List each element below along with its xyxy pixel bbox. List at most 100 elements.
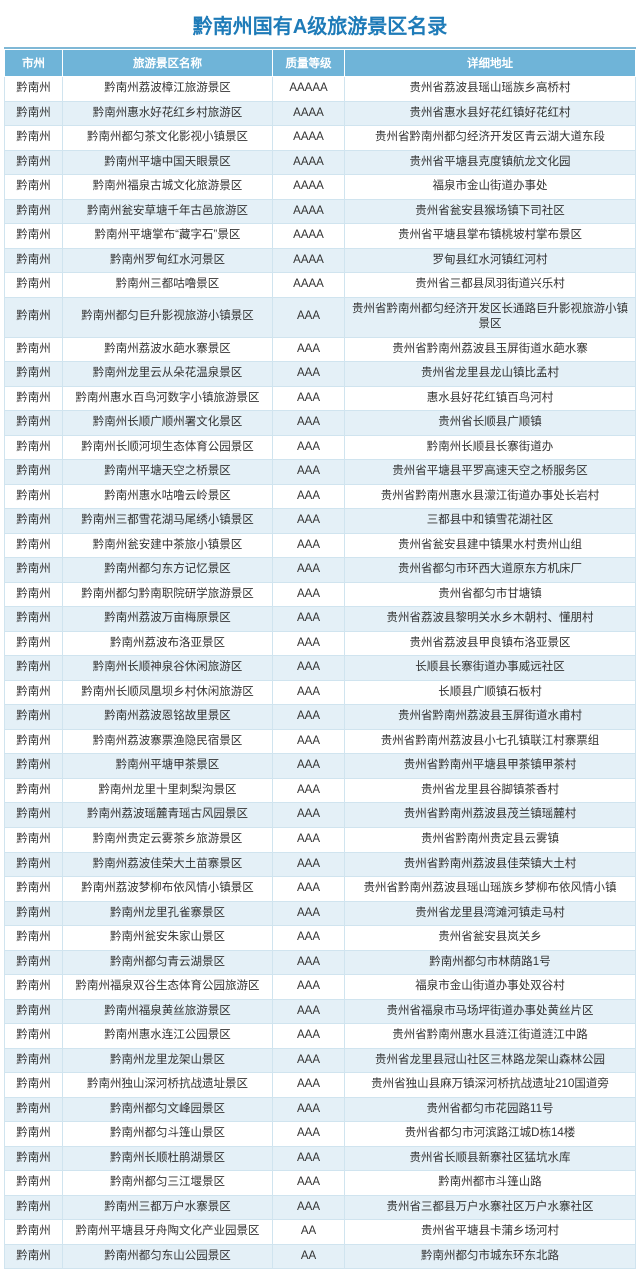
- cell-name: 黔南州平塘县牙舟陶文化产业园景区: [63, 1220, 273, 1245]
- cell-name: 黔南州都匀斗篷山景区: [63, 1122, 273, 1147]
- table-row: 黔南州黔南州荔波佳荣大土苗寨景区AAA贵州省黔南州荔波县佳荣镇大土村: [5, 852, 636, 877]
- cell-city: 黔南州: [5, 705, 63, 730]
- cell-city: 黔南州: [5, 362, 63, 387]
- cell-grade: AAAA: [273, 224, 345, 249]
- table-row: 黔南州黔南州贵定云雾茶乡旅游景区AAA贵州省黔南州贵定县云雾镇: [5, 827, 636, 852]
- cell-grade: AAA: [273, 558, 345, 583]
- table-row: 黔南州黔南州平塘天空之桥景区AAA贵州省平塘县平罗高速天空之桥服务区: [5, 460, 636, 485]
- cell-city: 黔南州: [5, 509, 63, 534]
- table-row: 黔南州黔南州龙里云从朵花温泉景区AAA贵州省龙里县龙山镇比孟村: [5, 362, 636, 387]
- cell-name: 黔南州荔波布洛亚景区: [63, 631, 273, 656]
- cell-address: 长顺县长寨街道办事威远社区: [345, 656, 636, 681]
- table-row: 黔南州黔南州长顺广顺州署文化景区AAA贵州省长顺县广顺镇: [5, 411, 636, 436]
- cell-address: 贵州省都匀市甘塘镇: [345, 582, 636, 607]
- table-row: 黔南州黔南州瓮安建中茶旅小镇景区AAA贵州省瓮安县建中镇果水村贵州山组: [5, 533, 636, 558]
- cell-grade: AAA: [273, 1146, 345, 1171]
- cell-address: 贵州省都匀市花园路11号: [345, 1097, 636, 1122]
- cell-address: 贵州省福泉市马场坪街道办事处黄丝片区: [345, 999, 636, 1024]
- cell-grade: AAA: [273, 852, 345, 877]
- cell-name: 黔南州都匀东方记忆景区: [63, 558, 273, 583]
- table-row: 黔南州黔南州都匀巨升影视旅游小镇景区AAA贵州省黔南州都匀经济开发区长通路巨升影…: [5, 297, 636, 337]
- cell-city: 黔南州: [5, 77, 63, 102]
- cell-city: 黔南州: [5, 101, 63, 126]
- cell-address: 贵州省都匀市环西大道原东方机床厂: [345, 558, 636, 583]
- cell-city: 黔南州: [5, 150, 63, 175]
- cell-name: 黔南州惠水连江公园景区: [63, 1024, 273, 1049]
- cell-address: 贵州省平塘县卡蒲乡场河村: [345, 1220, 636, 1245]
- cell-grade: AA: [273, 1220, 345, 1245]
- cell-grade: AAA: [273, 1171, 345, 1196]
- cell-address: 贵州省都匀市河滨路江城D栋14楼: [345, 1122, 636, 1147]
- cell-address: 贵州省平塘县平罗高速天空之桥服务区: [345, 460, 636, 485]
- table-row: 黔南州黔南州荔波恩铭故里景区AAA贵州省黔南州荔波县玉屏街道水甫村: [5, 705, 636, 730]
- cell-address: 贵州省平塘县掌布镇桃坡村掌布景区: [345, 224, 636, 249]
- cell-name: 黔南州福泉古城文化旅游景区: [63, 175, 273, 200]
- cell-city: 黔南州: [5, 1171, 63, 1196]
- cell-address: 长顺县广顺镇石板村: [345, 680, 636, 705]
- cell-city: 黔南州: [5, 1048, 63, 1073]
- cell-address: 贵州省龙里县冠山社区三林路龙架山森林公园: [345, 1048, 636, 1073]
- cell-address: 贵州省黔南州荔波县瑶山瑶族乡梦柳布依风情小镇: [345, 877, 636, 902]
- cell-address: 贵州省长顺县广顺镇: [345, 411, 636, 436]
- cell-address: 三都县中和镇雪花湖社区: [345, 509, 636, 534]
- cell-name: 黔南州荔波水葩水寨景区: [63, 337, 273, 362]
- cell-city: 黔南州: [5, 582, 63, 607]
- cell-city: 黔南州: [5, 754, 63, 779]
- cell-name: 黔南州都匀三江堰景区: [63, 1171, 273, 1196]
- cell-name: 黔南州瓮安草塘千年古邑旅游区: [63, 199, 273, 224]
- cell-name: 黔南州荔波恩铭故里景区: [63, 705, 273, 730]
- cell-name: 黔南州龙里云从朵花温泉景区: [63, 362, 273, 387]
- cell-grade: AAAA: [273, 175, 345, 200]
- cell-city: 黔南州: [5, 901, 63, 926]
- cell-address: 贵州省三都县凤羽街道兴乐村: [345, 273, 636, 298]
- cell-city: 黔南州: [5, 484, 63, 509]
- cell-grade: AAA: [273, 656, 345, 681]
- table-row: 黔南州黔南州惠水连江公园景区AAA贵州省黔南州惠水县涟江街道涟江中路: [5, 1024, 636, 1049]
- cell-grade: AAAA: [273, 273, 345, 298]
- cell-city: 黔南州: [5, 1073, 63, 1098]
- cell-name: 黔南州龙里孔雀寨景区: [63, 901, 273, 926]
- cell-name: 黔南州龙里龙架山景区: [63, 1048, 273, 1073]
- table-row: 黔南州黔南州都匀东方记忆景区AAA贵州省都匀市环西大道原东方机床厂: [5, 558, 636, 583]
- table-row: 黔南州黔南州三都雪花湖马尾绣小镇景区AAA三都县中和镇雪花湖社区: [5, 509, 636, 534]
- table-row: 黔南州黔南州龙里龙架山景区AAA贵州省龙里县冠山社区三林路龙架山森林公园: [5, 1048, 636, 1073]
- table-row: 黔南州黔南州都匀斗篷山景区AAA贵州省都匀市河滨路江城D栋14楼: [5, 1122, 636, 1147]
- page-title: 黔南州国有A级旅游景区名录: [4, 4, 636, 49]
- cell-city: 黔南州: [5, 827, 63, 852]
- cell-name: 黔南州平塘掌布“藏字石”景区: [63, 224, 273, 249]
- table-header-row: 市州 旅游景区名称 质量等级 详细地址: [5, 50, 636, 77]
- cell-name: 黔南州长顺神泉谷休闲旅游区: [63, 656, 273, 681]
- cell-name: 黔南州荔波樟江旅游景区: [63, 77, 273, 102]
- cell-name: 黔南州都匀东山公园景区: [63, 1244, 273, 1269]
- table-row: 黔南州黔南州独山深河桥抗战遗址景区AAA贵州省独山县麻万镇深河桥抗战遗址210国…: [5, 1073, 636, 1098]
- cell-address: 黔南州都匀市林荫路1号: [345, 950, 636, 975]
- cell-name: 黔南州龙里十里刺梨沟景区: [63, 778, 273, 803]
- cell-name: 黔南州荔波万亩梅原景区: [63, 607, 273, 632]
- cell-address: 贵州省黔南州平塘县甲茶镇甲茶村: [345, 754, 636, 779]
- cell-address: 贵州省黔南州惠水县涟江街道涟江中路: [345, 1024, 636, 1049]
- cell-address: 惠水县好花红镇百鸟河村: [345, 386, 636, 411]
- cell-address: 贵州省惠水县好花红镇好花红村: [345, 101, 636, 126]
- cell-address: 黔南州都匀市城东环东北路: [345, 1244, 636, 1269]
- table-row: 黔南州黔南州荔波梦柳布依风情小镇景区AAA贵州省黔南州荔波县瑶山瑶族乡梦柳布依风…: [5, 877, 636, 902]
- cell-grade: AAA: [273, 435, 345, 460]
- table-row: 黔南州黔南州都匀茶文化影视小镇景区AAAA贵州省黔南州都匀经济开发区青云湖大道东…: [5, 126, 636, 151]
- cell-address: 福泉市金山街道办事处双谷村: [345, 975, 636, 1000]
- cell-name: 黔南州三都雪花湖马尾绣小镇景区: [63, 509, 273, 534]
- cell-address: 贵州省黔南州荔波县玉屏街道水甫村: [345, 705, 636, 730]
- cell-grade: AAAA: [273, 248, 345, 273]
- scenic-spots-table: 市州 旅游景区名称 质量等级 详细地址 黔南州黔南州荔波樟江旅游景区AAAAA贵…: [4, 49, 636, 1269]
- table-row: 黔南州黔南州荔波水葩水寨景区AAA贵州省黔南州荔波县玉屏街道水葩水寨: [5, 337, 636, 362]
- cell-city: 黔南州: [5, 1244, 63, 1269]
- cell-grade: AAA: [273, 1073, 345, 1098]
- table-row: 黔南州黔南州福泉双谷生态体育公园旅游区AAA福泉市金山街道办事处双谷村: [5, 975, 636, 1000]
- cell-address: 贵州省黔南州都匀经济开发区长通路巨升影视旅游小镇景区: [345, 297, 636, 337]
- table-row: 黔南州黔南州惠水咕噜云岭景区AAA贵州省黔南州惠水县濛江街道办事处长岩村: [5, 484, 636, 509]
- cell-city: 黔南州: [5, 1195, 63, 1220]
- cell-address: 黔南州都市斗篷山路: [345, 1171, 636, 1196]
- table-row: 黔南州黔南州龙里孔雀寨景区AAA贵州省龙里县湾滩河镇走马村: [5, 901, 636, 926]
- cell-address: 贵州省龙里县龙山镇比孟村: [345, 362, 636, 387]
- cell-city: 黔南州: [5, 680, 63, 705]
- cell-address: 贵州省黔南州惠水县濛江街道办事处长岩村: [345, 484, 636, 509]
- cell-grade: AAA: [273, 999, 345, 1024]
